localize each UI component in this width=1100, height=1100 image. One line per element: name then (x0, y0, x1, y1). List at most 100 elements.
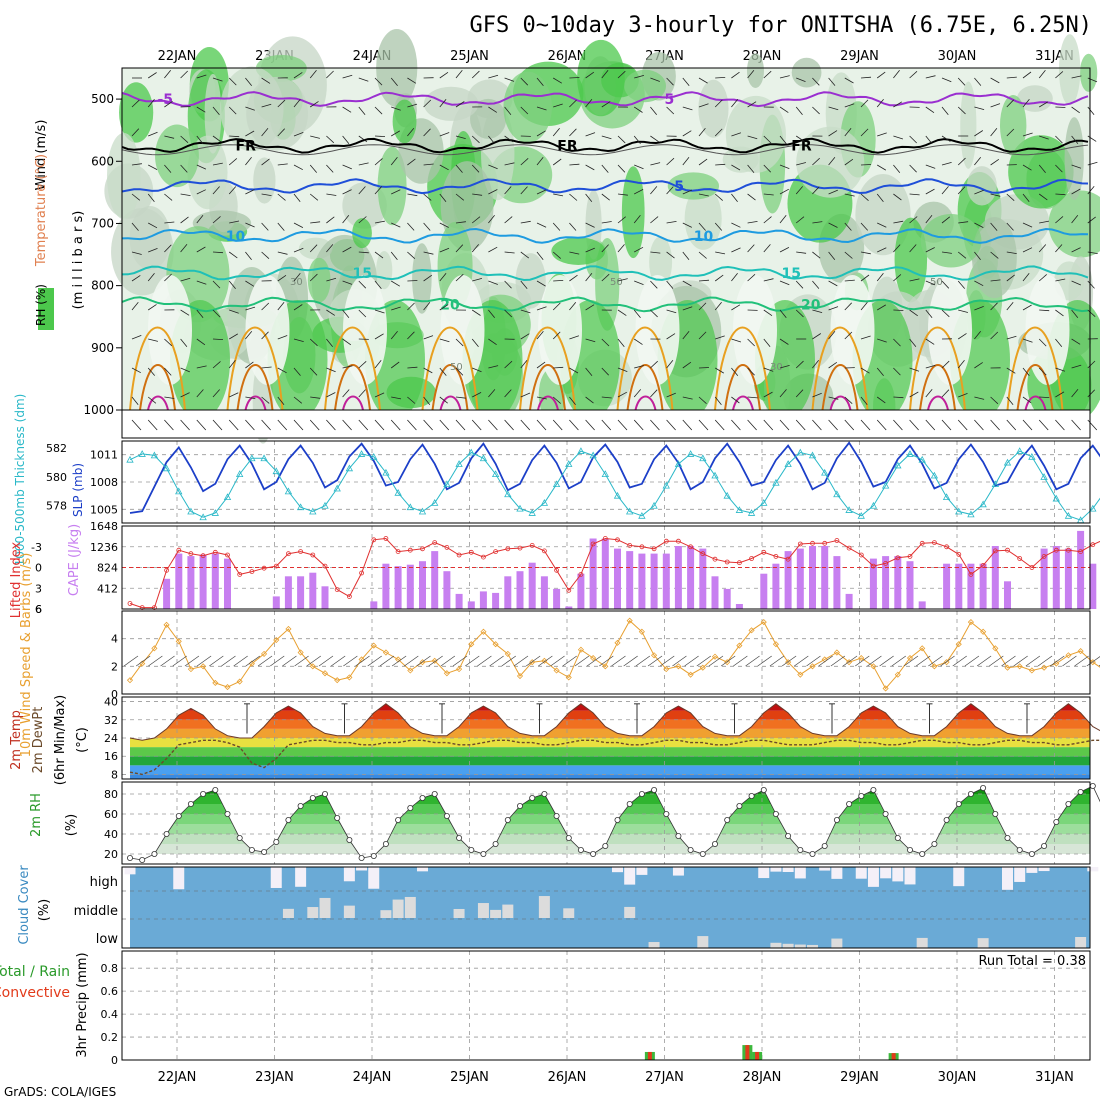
wind-barb (164, 244, 172, 253)
wind-barb (164, 164, 172, 173)
wind-barb (1071, 389, 1079, 398)
wind-barb (1022, 164, 1032, 171)
series-line (129, 441, 1100, 514)
wind-barb (666, 392, 676, 398)
wind-barb (488, 338, 497, 346)
tick-label: 500 (91, 92, 114, 106)
li-marker (578, 572, 584, 577)
wind-barb (1074, 655, 1089, 667)
wind-barb (147, 304, 157, 311)
cloud-mid-gap (453, 908, 465, 918)
wind-barb (147, 419, 158, 431)
wind-marker (845, 659, 853, 666)
cape-bar (662, 553, 670, 609)
wind-barb (634, 280, 644, 285)
rh-marker (285, 817, 292, 824)
wind-barb (941, 309, 950, 318)
data-marker (406, 503, 414, 511)
wind-barb (172, 655, 187, 667)
wind-barb (909, 193, 920, 196)
wind-barb (941, 251, 952, 254)
wind-barb (586, 655, 602, 667)
wind-barb (471, 135, 480, 144)
li-marker (712, 556, 718, 562)
data-marker (918, 455, 926, 463)
wind-barb (763, 216, 772, 224)
cloud-high-gap (295, 867, 307, 887)
cloud-high-gap (1002, 867, 1013, 890)
wind-barb (745, 655, 760, 667)
wind-barb (407, 158, 416, 166)
wind-barb (293, 164, 303, 171)
wind-barb (714, 99, 723, 108)
rh-shade (1048, 190, 1100, 258)
cape-bar (1077, 530, 1085, 609)
rh-marker (602, 843, 609, 850)
wind-barb (504, 419, 514, 431)
li-marker (676, 538, 681, 544)
wind-barb (1022, 338, 1033, 343)
wind-barb (391, 106, 401, 111)
wind-barb (196, 389, 204, 398)
wind-barb (1087, 251, 1098, 254)
li-marker (992, 548, 998, 554)
wind-barb (585, 419, 595, 431)
wind-barb (731, 71, 740, 79)
wind-barb (293, 419, 304, 431)
wind-barb (952, 655, 967, 667)
rh-shade (830, 275, 875, 385)
legend-label: Convective (0, 985, 70, 1001)
wind-barb (180, 392, 190, 398)
li-marker (737, 560, 742, 566)
wind-barb (228, 333, 239, 340)
axis-label: (°C) (75, 727, 90, 753)
wind-barb (763, 70, 772, 79)
wind-barb (472, 367, 482, 373)
wind-barb (455, 69, 463, 79)
temp-band (122, 697, 1090, 702)
wind-barb (909, 391, 919, 398)
wind-barb (974, 189, 984, 195)
data-marker (491, 470, 500, 477)
wind-barb (277, 193, 286, 201)
wind-marker (882, 685, 889, 692)
wind-barb (164, 193, 173, 201)
wind-barb (893, 367, 901, 376)
wind-barb (407, 222, 415, 231)
wind-barb (976, 655, 992, 667)
wind-line (129, 619, 1100, 690)
wind-barb (423, 396, 431, 406)
wind-marker (382, 649, 390, 656)
li-marker (273, 563, 279, 569)
wind-barb (925, 106, 935, 114)
wind-barb (585, 304, 595, 311)
wind-barb (536, 156, 544, 166)
wind-barb (261, 419, 271, 431)
date-label: 26JAN (548, 1070, 587, 1085)
cloud-low-gap (794, 944, 806, 948)
li-marker (822, 540, 828, 546)
wind-marker (967, 619, 975, 626)
wind-barb (715, 335, 725, 340)
wind-barb (228, 359, 236, 369)
cloud-mid-gap (343, 905, 355, 918)
wind-barb (779, 309, 787, 319)
li-marker (1078, 549, 1083, 554)
wind-marker (553, 667, 560, 674)
rh-shade (343, 275, 387, 385)
wind-marker (894, 671, 901, 678)
wind-barb (520, 280, 528, 289)
li-marker (1066, 547, 1071, 553)
wind-barb (131, 367, 141, 374)
wind-barb (342, 74, 353, 79)
cape-bar (674, 546, 682, 609)
precip-convective-bar (755, 1051, 760, 1060)
wind-barb (925, 280, 936, 286)
wind-barb (1039, 135, 1049, 140)
wind-barb (698, 193, 709, 197)
rh-marker (955, 801, 962, 808)
temp-line (129, 703, 1100, 741)
temp-band (130, 728, 1090, 738)
wind-marker (236, 678, 243, 685)
rh-marker (638, 791, 645, 798)
